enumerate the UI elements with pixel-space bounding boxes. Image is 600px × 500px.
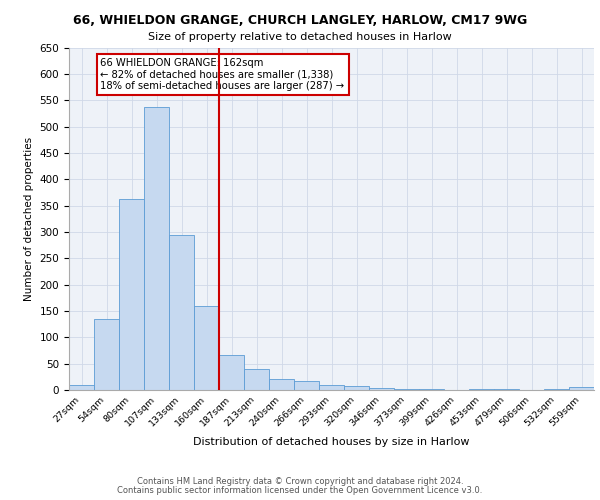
Bar <box>319 384 344 390</box>
Text: Contains HM Land Registry data © Crown copyright and database right 2024.: Contains HM Land Registry data © Crown c… <box>137 478 463 486</box>
Bar <box>194 306 219 390</box>
Bar <box>119 198 144 390</box>
Text: 66 WHIELDON GRANGE: 162sqm
← 82% of detached houses are smaller (1,338)
18% of s: 66 WHIELDON GRANGE: 162sqm ← 82% of deta… <box>101 58 344 91</box>
Bar <box>269 380 294 390</box>
Bar <box>219 354 244 390</box>
X-axis label: Distribution of detached houses by size in Harlow: Distribution of detached houses by size … <box>193 437 470 447</box>
Bar <box>94 319 119 390</box>
Bar <box>144 107 169 390</box>
Bar <box>294 381 319 390</box>
Bar <box>569 388 594 390</box>
Bar <box>244 369 269 390</box>
Y-axis label: Number of detached properties: Number of detached properties <box>24 136 34 301</box>
Bar <box>369 388 394 390</box>
Bar <box>394 389 419 390</box>
Bar <box>169 234 194 390</box>
Text: Contains public sector information licensed under the Open Government Licence v3: Contains public sector information licen… <box>118 486 482 495</box>
Text: Size of property relative to detached houses in Harlow: Size of property relative to detached ho… <box>148 32 452 42</box>
Text: 66, WHIELDON GRANGE, CHURCH LANGLEY, HARLOW, CM17 9WG: 66, WHIELDON GRANGE, CHURCH LANGLEY, HAR… <box>73 14 527 27</box>
Bar <box>469 389 494 390</box>
Bar <box>344 386 369 390</box>
Bar <box>69 384 94 390</box>
